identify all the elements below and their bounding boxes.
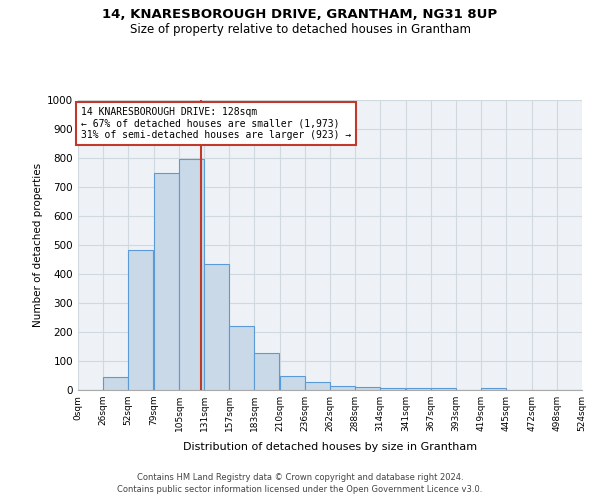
Text: Size of property relative to detached houses in Grantham: Size of property relative to detached ho…	[130, 22, 470, 36]
Bar	[204, 264, 229, 390]
Bar	[355, 387, 380, 390]
Bar	[154, 172, 179, 390]
Bar	[431, 388, 456, 390]
Bar	[380, 388, 405, 390]
Text: Contains public sector information licensed under the Open Government Licence v3: Contains public sector information licen…	[118, 485, 482, 494]
Text: 14, KNARESBOROUGH DRIVE, GRANTHAM, NG31 8UP: 14, KNARESBOROUGH DRIVE, GRANTHAM, NG31 …	[103, 8, 497, 20]
Text: Contains HM Land Registry data © Crown copyright and database right 2024.: Contains HM Land Registry data © Crown c…	[137, 472, 463, 482]
Y-axis label: Number of detached properties: Number of detached properties	[33, 163, 43, 327]
Bar	[305, 382, 330, 390]
Bar	[254, 353, 279, 390]
Bar	[103, 377, 128, 390]
Bar	[128, 250, 153, 390]
Bar	[229, 326, 254, 390]
Bar	[179, 160, 204, 390]
Bar	[406, 388, 431, 390]
Text: Distribution of detached houses by size in Grantham: Distribution of detached houses by size …	[183, 442, 477, 452]
Bar	[330, 386, 355, 390]
Bar	[481, 388, 506, 390]
Bar	[280, 376, 305, 390]
Text: 14 KNARESBOROUGH DRIVE: 128sqm
← 67% of detached houses are smaller (1,973)
31% : 14 KNARESBOROUGH DRIVE: 128sqm ← 67% of …	[81, 108, 351, 140]
